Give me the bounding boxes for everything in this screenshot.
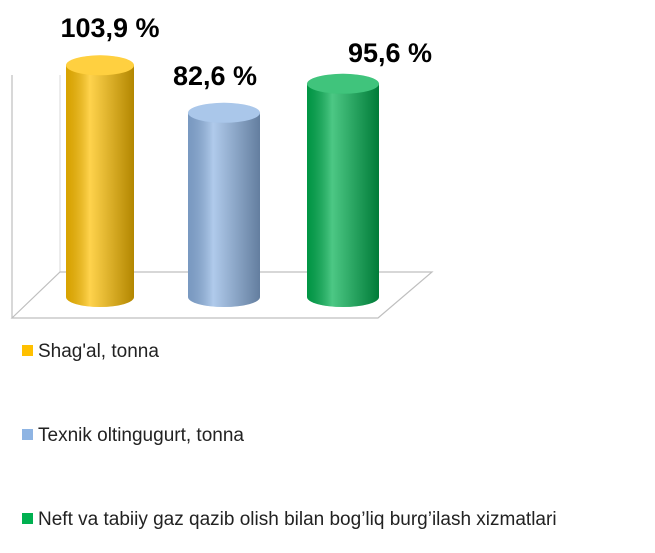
cylinder-top-shine [307,73,379,94]
plot: 103,9 % 82,6 % 95,6 % [10,13,434,319]
legend-swatch [22,345,33,356]
cylinder-shade [66,65,134,307]
cylinder-top-shine [188,102,260,123]
legend-label: Neft va tabiiy gaz qazib olish bilan bog… [38,509,557,530]
value-label: 103,9 % [60,13,159,43]
cylinder-top [188,102,260,123]
legend-label: Texnik oltingugurt, tonna [38,425,244,446]
legend-swatch [22,429,33,440]
cylinder-top-shine [66,55,134,76]
legend-item: Shag'al, tonna [22,340,650,364]
cylinder [307,73,379,307]
axes-frame [10,75,434,319]
cylinder [66,55,134,307]
value-label: 82,6 % [173,61,257,91]
cylinder-top [307,73,379,94]
legend-label: Shag'al, tonna [38,341,159,362]
cylinder [188,102,260,307]
cylinder-shade [188,112,260,307]
legend-item: Neft va tabiiy gaz qazib olish bilan bog… [22,508,650,532]
cylinder-shade [307,83,379,307]
cylinder-top [66,55,134,76]
value-label: 95,6 % [348,38,432,68]
legend-item: Texnik oltingugurt, tonna [22,424,650,448]
legend-swatch [22,513,33,524]
